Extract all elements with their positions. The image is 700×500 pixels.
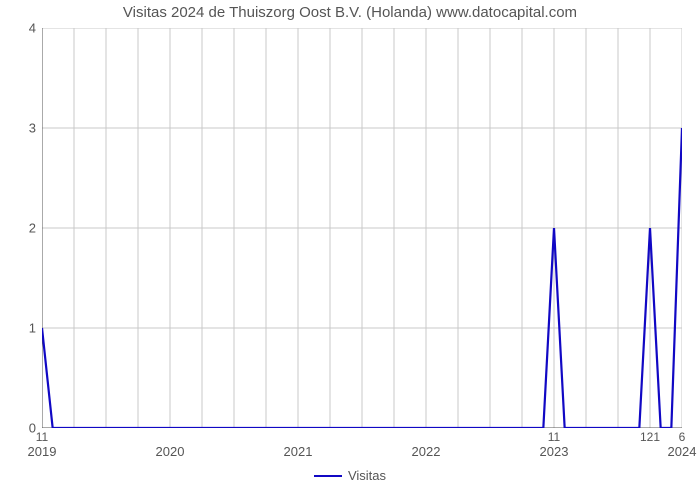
chart-container: Visitas 2024 de Thuiszorg Oost B.V. (Hol… — [0, 0, 700, 500]
y-tick-label: 3 — [29, 121, 42, 136]
x-tick-label: 2022 — [412, 428, 441, 459]
plot-area: 01234 201920202021202220232024 11111216 — [42, 28, 682, 428]
y-tick-label: 1 — [29, 321, 42, 336]
x-sub-label: 11 — [548, 428, 560, 444]
legend: Visitas — [0, 468, 700, 483]
x-sub-label: 6 — [679, 428, 686, 444]
legend-label: Visitas — [348, 468, 386, 483]
legend-swatch — [314, 475, 342, 477]
x-tick-label: 2021 — [284, 428, 313, 459]
x-sub-label: 121 — [640, 428, 660, 444]
x-sub-label: 11 — [36, 428, 48, 444]
x-tick-label: 2020 — [156, 428, 185, 459]
chart-title: Visitas 2024 de Thuiszorg Oost B.V. (Hol… — [0, 4, 700, 21]
y-tick-label: 4 — [29, 21, 42, 36]
y-tick-label: 2 — [29, 221, 42, 236]
plot-svg — [42, 28, 682, 428]
